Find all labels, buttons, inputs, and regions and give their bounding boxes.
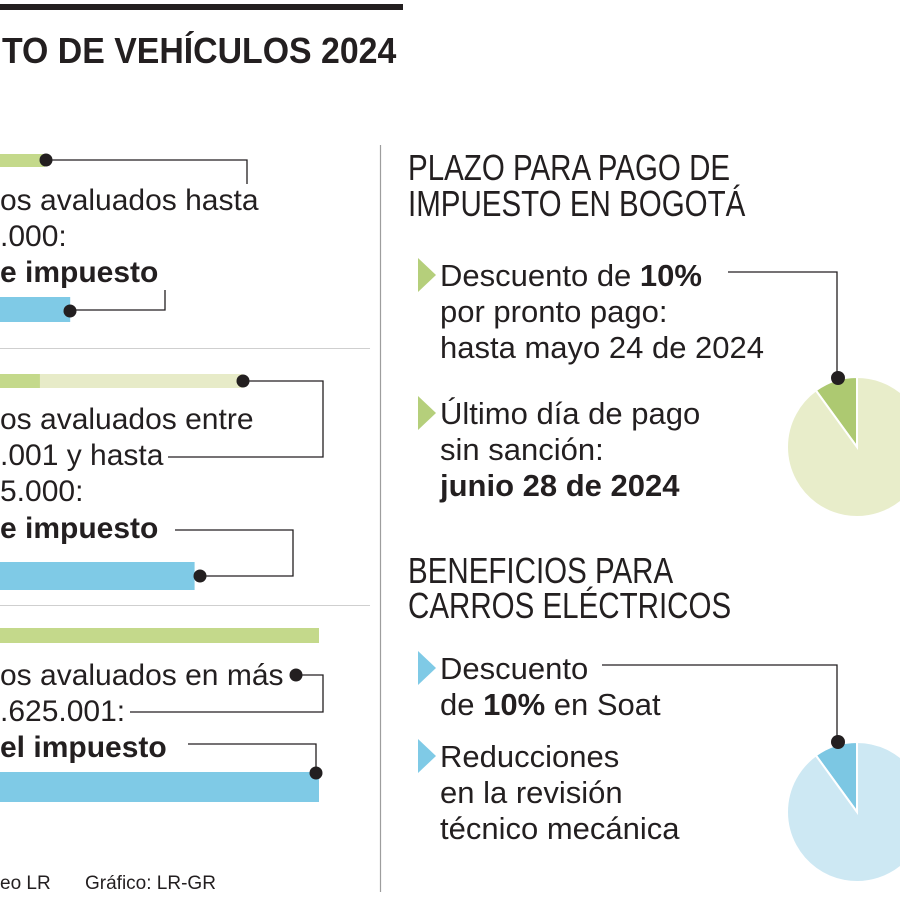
connector-plazo — [728, 271, 838, 377]
connector-dot-3a — [289, 668, 303, 682]
green-bar-2 — [0, 374, 40, 388]
green-light-bar-2 — [0, 374, 243, 388]
bullet-triangle-plazo-2 — [418, 396, 436, 430]
pie-chart-beneficios — [786, 740, 900, 883]
blue-bar-3 — [0, 772, 319, 802]
section-1-line-2: .000: — [0, 220, 67, 253]
footer-graphic-credit: Gráfico: LR-GR — [85, 873, 216, 894]
bullet-triangle-beneficios-1 — [418, 651, 436, 685]
pie-dot-plazo — [831, 371, 845, 385]
connector-2a — [168, 380, 324, 458]
beneficios-item-2-line-3: técnico mecánica — [440, 811, 680, 846]
connector-1a — [46, 159, 248, 184]
plazo-item-2-line-1: Último día de pago — [440, 396, 701, 431]
main-title: TO DE VEHÍCULOS 2024 — [2, 30, 397, 71]
section-3-bold-line: el impuesto — [0, 731, 167, 764]
footer-source: eo LR — [0, 873, 51, 894]
pie-plazo-slice-rest — [786, 375, 900, 518]
section-2-line-1: os avaluados entre — [0, 403, 254, 436]
beneficios-item-1-pre: de — [440, 687, 484, 722]
bullet-triangle-beneficios-2 — [418, 739, 436, 773]
plazo-item-1-line-2: por pronto pago: — [440, 294, 668, 329]
section-3-line-2: .625.001: — [0, 695, 126, 728]
plazo-item-2-line-2: sin sanción: — [440, 432, 604, 467]
beneficios-item-1-line-1: Descuento — [440, 651, 589, 686]
plazo-title-line-1: PLAZO PARA PAGO DE — [408, 147, 731, 188]
section-3-line-1: os avaluados en más — [0, 659, 284, 692]
bar-end-dot-2b — [193, 569, 207, 583]
plazo-item-1-line-3: hasta mayo 24 de 2024 — [440, 330, 765, 365]
pie-beneficios-slice-rest — [786, 740, 900, 883]
connector-1b — [70, 290, 166, 311]
blue-bar-1 — [0, 297, 71, 322]
bar-end-dot-2a — [236, 374, 250, 388]
blue-bar-2 — [0, 562, 195, 590]
section-1-line-1: os avaluados hasta — [0, 184, 259, 217]
section-2-bold-line: e impuesto — [0, 512, 159, 545]
plazo-item-1-percent: 10% — [639, 258, 702, 293]
bar-end-dot-1b — [63, 304, 77, 318]
section-1-bold-line: e impuesto — [0, 256, 159, 289]
bar-end-dot-3b — [309, 766, 323, 780]
beneficios-item-1-percent: 10% — [483, 687, 546, 722]
connector-3a — [130, 674, 324, 713]
green-bar-1 — [0, 154, 45, 167]
pie-dot-beneficios — [831, 735, 845, 749]
green-bar-3 — [0, 628, 319, 643]
bullet-triangle-plazo-1 — [418, 258, 436, 292]
connector-beneficios — [602, 664, 838, 742]
pie-chart-plazo — [786, 375, 900, 518]
plazo-item-2-date: junio 28 de 2024 — [440, 468, 680, 503]
beneficios-title-line-1: BENEFICIOS PARA — [408, 550, 674, 591]
section-2-line-2: .001 y hasta — [0, 439, 164, 472]
beneficios-item-2-line-1: Reducciones — [440, 739, 620, 774]
plazo-item-1-line-1: Descuento de 10% — [440, 260, 702, 291]
beneficios-item-2-line-2: en la revisión — [440, 775, 623, 810]
section-2-line-3: 5.000: — [0, 475, 84, 508]
top-rule — [0, 4, 403, 10]
beneficios-item-1-line-2: de 10% en Soat — [440, 689, 661, 720]
bar-end-dot-1a — [39, 153, 53, 167]
plazo-title-line-2: IMPUESTO EN BOGOTÁ — [408, 183, 746, 224]
connector-3b — [188, 743, 317, 773]
beneficios-item-1-post: en Soat — [545, 687, 661, 722]
plazo-item-1-text: Descuento de — [440, 258, 640, 293]
connector-2b — [175, 529, 294, 577]
beneficios-title-line-2: CARROS ELÉCTRICOS — [408, 585, 732, 626]
